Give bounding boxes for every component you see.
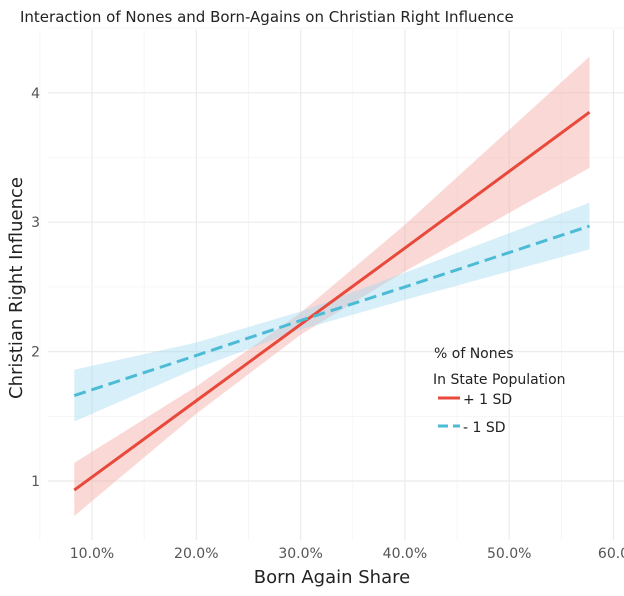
legend-label-plus-1sd: + 1 SD (463, 392, 512, 408)
ribbon-minus-1sd (74, 202, 590, 422)
x-tick-label: 10.0% (70, 546, 114, 562)
line-minus-1sd (73, 224, 590, 398)
confidence-ribbons (74, 56, 590, 516)
ribbon-plus-1sd (74, 56, 590, 516)
grid (39, 27, 624, 540)
y-tick-label: 1 (31, 474, 40, 490)
x-tick-label: 60.0 (598, 546, 624, 562)
y-axis-label: Christian Right Influence (6, 177, 27, 399)
series-lines (73, 111, 591, 492)
x-tick-label: 20.0% (174, 546, 218, 562)
y-tick-labels: 1 2 3 4 (31, 86, 40, 490)
y-tick-label: 4 (31, 86, 40, 102)
x-tick-labels: 10.0% 20.0% 30.0% 40.0% 50.0% 60.0 (70, 546, 624, 562)
legend: % of Nones In State Population + 1 SD - … (433, 346, 566, 436)
legend-label-minus-1sd: - 1 SD (463, 420, 506, 436)
x-tick-label: 40.0% (383, 546, 427, 562)
legend-title-line1: % of Nones (434, 346, 514, 362)
chart-title: Interaction of Nones and Born-Agains on … (20, 8, 514, 26)
line-plus-1sd (73, 111, 591, 492)
x-tick-label: 30.0% (278, 546, 322, 562)
x-tick-label: 50.0% (487, 546, 531, 562)
x-axis-label: Born Again Share (254, 567, 410, 588)
y-tick-label: 2 (31, 345, 40, 361)
legend-title-line2: In State Population (433, 372, 566, 388)
y-tick-label: 3 (31, 215, 40, 231)
